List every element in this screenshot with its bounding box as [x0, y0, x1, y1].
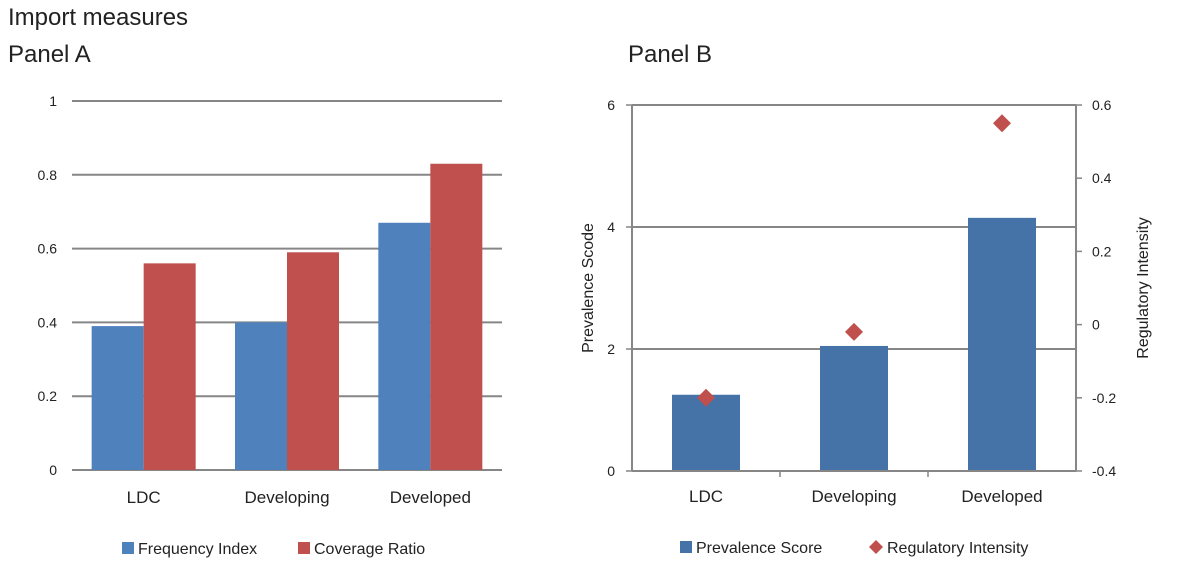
- point-regulatory-intensity-developing: [845, 322, 863, 341]
- point-regulatory-intensity-ldc: [697, 388, 715, 407]
- panel-a: Panel A 0 0.2 0.4 0.6 0.8 1 LDC Developing Deve…: [8, 41, 502, 558]
- legend-label-regulatory-intensity: Regulatory Intensity: [887, 540, 1028, 557]
- panel-a-x-category-label: LDC: [127, 488, 161, 507]
- panel-b-bars: [672, 217, 1036, 471]
- panel-b-points: [697, 114, 1011, 407]
- panel-b-y-axis-title: Prevalence Scode: [580, 223, 597, 353]
- panel-b-y2-axis-title: Regulatory Intensity: [1135, 217, 1152, 358]
- legend-swatch-prevalence-score: [680, 541, 692, 553]
- bar-frequency-index-developing: [235, 322, 287, 470]
- panel-a-x-category-label: Developing: [244, 488, 329, 507]
- panel-a-bars: [91, 163, 483, 471]
- panel-b-x-categories: LDC Developing Developed: [689, 487, 1043, 506]
- panel-a-y-tick-label: 0: [49, 462, 57, 478]
- panel-b-x-category-label: Developed: [961, 487, 1042, 506]
- panel-b-y2-tick-label: -0.2: [1092, 390, 1116, 406]
- bar-coverage-ratio-ldc: [143, 263, 196, 470]
- bar-frequency-index-developed: [378, 222, 431, 470]
- panel-a-y-tick-label: 0.6: [38, 241, 58, 257]
- panel-b-legend: Prevalence Score Regulatory Intensity: [680, 540, 1028, 557]
- page-title: Import measures: [8, 4, 189, 31]
- panel-b-y2-tick-label: 0.2: [1092, 243, 1112, 259]
- panel-b-axes: [631, 105, 1077, 477]
- bar-coverage-ratio-developed: [430, 163, 483, 471]
- legend-swatch-coverage-ratio: [298, 542, 310, 554]
- bar-prevalence-score-developed: [968, 217, 1036, 471]
- legend-marker-regulatory-intensity: [869, 540, 883, 554]
- panel-b-x-category-label: Developing: [811, 487, 896, 506]
- panel-b-y-tick-label: 4: [607, 219, 615, 235]
- legend-label-coverage-ratio: Coverage Ratio: [314, 541, 425, 558]
- panel-b-y-tick-label: 6: [607, 97, 615, 113]
- panel-b-y2-ticks: -0.4 -0.2 0 0.2 0.4 0.6: [1076, 97, 1116, 479]
- panel-b-x-category-label: LDC: [689, 487, 723, 506]
- panel-a-y-tick-label: 0.2: [38, 388, 58, 404]
- bar-coverage-ratio-developing: [287, 252, 339, 470]
- bar-frequency-index-ldc: [91, 326, 144, 470]
- panel-b-y-ticks: 0 2 4 6: [607, 97, 632, 479]
- panel-a-y-tick-label: 0.4: [38, 314, 58, 330]
- panel-a-x-category-label: Developed: [390, 488, 471, 507]
- panel-a-title: Panel A: [8, 41, 91, 68]
- panel-b: Panel B 0 2 4 6 -0.4 -0.2 0 0.2 0.4 0.6 LDC Devel…: [580, 41, 1152, 557]
- panel-a-x-categories: LDC Developing Developed: [127, 488, 471, 507]
- panel-a-legend: Frequency Index Coverage Ratio: [122, 541, 425, 558]
- panel-b-title: Panel B: [628, 41, 712, 68]
- panel-a-y-tick-label: 0.8: [38, 167, 58, 183]
- panel-b-y2-tick-label: -0.4: [1092, 463, 1116, 479]
- bar-prevalence-score-ldc: [672, 394, 740, 471]
- legend-label-frequency-index: Frequency Index: [138, 541, 257, 558]
- panel-b-y2-tick-label: 0.6: [1092, 97, 1112, 113]
- legend-swatch-frequency-index: [122, 542, 134, 554]
- legend-label-prevalence-score: Prevalence Score: [696, 540, 822, 557]
- panel-a-y-ticks: 0 0.2 0.4 0.6 0.8 1: [38, 93, 58, 478]
- panel-b-y-tick-label: 2: [607, 341, 615, 357]
- panel-b-y2-tick-label: 0: [1092, 317, 1100, 333]
- panel-b-y-tick-label: 0: [607, 463, 615, 479]
- point-regulatory-intensity-developed: [993, 114, 1011, 133]
- panel-a-y-tick-label: 1: [49, 93, 57, 109]
- bar-prevalence-score-developing: [820, 345, 888, 471]
- panel-b-y2-tick-label: 0.4: [1092, 170, 1112, 186]
